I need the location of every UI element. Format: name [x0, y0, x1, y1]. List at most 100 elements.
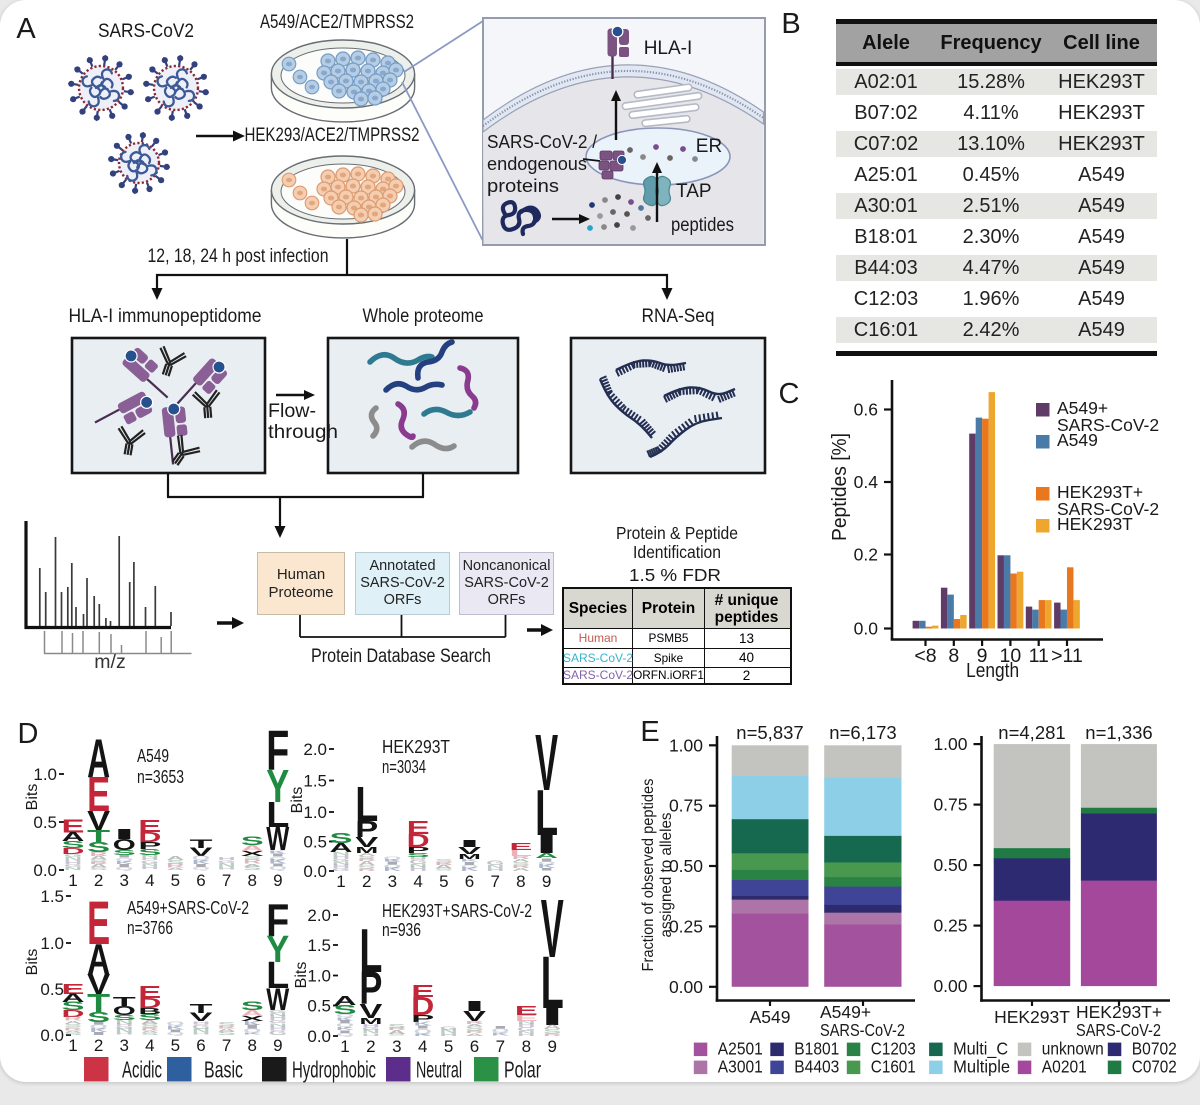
svg-text:5: 5 — [439, 872, 448, 891]
svg-text:N: N — [486, 864, 504, 869]
svg-text:1: 1 — [68, 871, 77, 890]
svg-text:G: G — [362, 1026, 380, 1031]
svg-text:Q: Q — [336, 1013, 354, 1018]
svg-text:8: 8 — [948, 645, 959, 667]
svg-text:D: D — [411, 991, 434, 1021]
svg-text:N: N — [218, 862, 236, 868]
svg-text:K: K — [414, 1021, 433, 1027]
svg-text:S: S — [466, 1025, 484, 1031]
svg-text:W: W — [266, 821, 290, 858]
svg-text:L: L — [535, 776, 558, 850]
svg-text:H: H — [141, 857, 159, 861]
svg-text:I: I — [90, 1031, 108, 1036]
svg-text:unknown: unknown — [1042, 1039, 1104, 1059]
svg-text:E: E — [515, 1004, 538, 1019]
svg-text:K: K — [461, 858, 480, 862]
svg-text:K: K — [491, 1031, 510, 1036]
svg-text:SARS-CoV-2 /: SARS-CoV-2 / — [487, 132, 597, 152]
svg-text:Flow-: Flow- — [268, 401, 316, 422]
svg-text:Q: Q — [336, 1022, 354, 1028]
svg-text:Acidic: Acidic — [122, 1057, 162, 1083]
svg-text:Q: Q — [115, 857, 133, 862]
svg-text:0.5: 0.5 — [307, 997, 331, 1016]
svg-text:Hydrophobic: Hydrophobic — [292, 1057, 376, 1083]
svg-text:A: A — [330, 841, 353, 856]
svg-text:A: A — [90, 863, 109, 869]
svg-text:0.75: 0.75 — [933, 795, 967, 815]
svg-text:S: S — [64, 1023, 82, 1028]
svg-text:H: H — [141, 865, 159, 870]
svg-text:0.00: 0.00 — [933, 976, 967, 996]
svg-text:H: H — [409, 856, 427, 860]
svg-text:1.0: 1.0 — [40, 934, 64, 953]
svg-text:I: I — [269, 863, 287, 867]
svg-text:S: S — [243, 855, 261, 860]
svg-text:N: N — [64, 866, 82, 871]
svg-text:G: G — [269, 1009, 287, 1014]
svg-text:A: A — [358, 860, 376, 867]
svg-text:0.50: 0.50 — [933, 855, 967, 875]
svg-text:L: L — [541, 941, 564, 1024]
svg-text:H: H — [218, 866, 236, 870]
svg-text:H: H — [269, 1025, 287, 1032]
svg-text:R: R — [512, 855, 531, 860]
svg-text:Q: Q — [383, 863, 401, 868]
svg-text:Q: Q — [383, 855, 401, 860]
svg-text:K: K — [269, 849, 288, 854]
svg-text:1.0: 1.0 — [303, 803, 327, 822]
svg-text:Q: Q — [414, 1028, 432, 1035]
svg-text:V: V — [190, 846, 214, 859]
svg-text:A: A — [243, 863, 261, 867]
svg-text:<8: <8 — [914, 645, 936, 667]
svg-text:I: I — [383, 861, 401, 866]
svg-text:A3001: A3001 — [718, 1057, 763, 1077]
svg-text:Q: Q — [491, 1028, 509, 1034]
svg-text:D: D — [18, 718, 39, 750]
svg-text:peptides: peptides — [671, 215, 734, 236]
svg-text:HLA-I: HLA-I — [644, 38, 693, 59]
svg-text:HEK293T+: HEK293T+ — [1076, 1002, 1162, 1022]
svg-text:n=3653: n=3653 — [137, 767, 184, 787]
svg-text:HEK293T: HEK293T — [1057, 514, 1133, 534]
svg-text:Q: Q — [243, 1027, 261, 1033]
svg-text:HLA-I immunopeptidome: HLA-I immunopeptidome — [69, 306, 262, 327]
svg-text:H: H — [218, 856, 236, 861]
svg-text:S: S — [435, 858, 453, 863]
svg-text:9: 9 — [542, 872, 551, 891]
svg-text:5: 5 — [171, 1036, 180, 1055]
svg-text:7: 7 — [496, 1037, 505, 1056]
svg-text:D: D — [62, 1008, 85, 1019]
svg-text:1.0: 1.0 — [33, 765, 57, 784]
svg-text:3: 3 — [388, 872, 397, 891]
svg-text:K: K — [243, 1032, 262, 1035]
svg-text:Q: Q — [336, 1032, 354, 1037]
svg-text:A549+: A549+ — [820, 1002, 871, 1022]
svg-text:S: S — [113, 1014, 136, 1022]
svg-text:1.5: 1.5 — [307, 936, 331, 955]
svg-text:Basic: Basic — [204, 1057, 243, 1083]
svg-text:7: 7 — [222, 1036, 231, 1055]
svg-text:Polar: Polar — [504, 1057, 541, 1083]
svg-text:0.50: 0.50 — [669, 856, 703, 876]
svg-text:A: A — [218, 1028, 236, 1033]
svg-text:V: V — [463, 1009, 486, 1025]
svg-text:V: V — [87, 968, 111, 1001]
svg-text:N: N — [517, 1030, 535, 1034]
svg-text:Q: Q — [269, 865, 287, 871]
svg-text:F: F — [266, 894, 289, 946]
svg-text:G: G — [269, 1019, 287, 1024]
svg-text:A549: A549 — [137, 746, 169, 766]
svg-text:V: V — [359, 1000, 383, 1023]
svg-text:L: L — [266, 794, 289, 835]
svg-text:6: 6 — [196, 1036, 205, 1055]
svg-text:A: A — [141, 1019, 160, 1025]
svg-text:1: 1 — [68, 1036, 77, 1055]
svg-text:1.5: 1.5 — [303, 772, 327, 791]
svg-text:0.4: 0.4 — [854, 472, 879, 492]
svg-text:HEK293/ACE2/TMPRSS2: HEK293/ACE2/TMPRSS2 — [245, 124, 420, 146]
svg-text:6: 6 — [465, 872, 474, 891]
svg-text:F: F — [266, 720, 289, 783]
svg-text:2.0: 2.0 — [307, 906, 331, 925]
svg-text:4: 4 — [418, 1037, 427, 1056]
svg-text:4: 4 — [145, 1036, 154, 1055]
